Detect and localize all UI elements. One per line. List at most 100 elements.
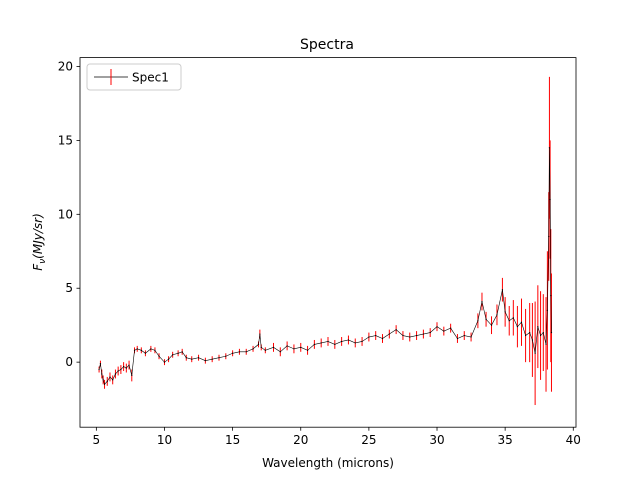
- data-point: [347, 339, 350, 341]
- data-point: [368, 336, 370, 338]
- data-point: [524, 334, 527, 337]
- y-tick-label: 5: [65, 281, 73, 295]
- data-point: [549, 198, 551, 201]
- data-point: [136, 348, 138, 350]
- series-layer: [98, 76, 553, 406]
- data-point: [470, 336, 472, 338]
- data-point: [320, 342, 322, 344]
- data-point: [512, 317, 514, 319]
- y-tick-label: 20: [58, 59, 73, 73]
- data-point: [101, 373, 103, 375]
- data-point: [542, 331, 544, 334]
- data-point: [103, 383, 106, 385]
- data-point: [232, 352, 234, 354]
- data-point: [402, 334, 404, 337]
- x-tick-label: 20: [293, 433, 308, 447]
- data-point: [477, 320, 479, 322]
- data-point: [181, 351, 183, 353]
- x-tick-label: 40: [566, 433, 581, 447]
- data-point: [112, 379, 114, 381]
- data-point: [150, 348, 152, 350]
- y-axis-label: Fν(MJy/sr): [31, 213, 48, 271]
- data-point: [550, 295, 552, 297]
- data-point: [293, 348, 295, 350]
- data-point: [272, 346, 275, 348]
- data-point: [481, 300, 483, 303]
- y-axis-label-base: F: [31, 263, 45, 271]
- data-point: [361, 340, 363, 343]
- data-point: [131, 374, 133, 377]
- data-point: [520, 321, 523, 323]
- data-point: [548, 235, 550, 238]
- data-point: [534, 352, 536, 354]
- data-point: [154, 349, 156, 351]
- data-point: [545, 343, 547, 346]
- data-point: [422, 333, 424, 335]
- x-tick-label: 10: [157, 433, 172, 447]
- legend-entry-spec1: Spec1: [132, 71, 169, 85]
- data-point: [443, 330, 445, 332]
- plot-area: [79, 57, 577, 428]
- data-point: [381, 337, 384, 340]
- data-point: [191, 358, 193, 360]
- data-point: [257, 343, 260, 346]
- data-point: [450, 327, 452, 329]
- data-point: [225, 355, 227, 357]
- data-point: [531, 339, 533, 341]
- data-point: [490, 324, 493, 326]
- data-point: [546, 309, 548, 312]
- data-point: [501, 289, 504, 291]
- legend: Spec1: [86, 63, 182, 91]
- y-axis-label-subscript: ν: [38, 259, 48, 264]
- axes-frame: [79, 57, 577, 428]
- data-point: [463, 334, 465, 337]
- data-point: [185, 357, 187, 359]
- data-point: [128, 364, 130, 366]
- y-axis-ticks: 0 5 10 15 20: [58, 59, 80, 369]
- y-tick-label: 0: [65, 355, 73, 369]
- data-point: [98, 368, 100, 371]
- data-point: [279, 351, 281, 353]
- data-point: [548, 147, 551, 149]
- data-point: [508, 320, 510, 322]
- data-point: [99, 363, 102, 365]
- data-point: [300, 346, 302, 348]
- x-tick-label: 25: [361, 433, 376, 447]
- data-point: [106, 380, 108, 382]
- data-point: [177, 352, 179, 354]
- data-point: [286, 345, 288, 347]
- data-point-group: [98, 147, 553, 385]
- x-axis-ticks: 5 10 15 20 25 30 35 40: [93, 427, 581, 447]
- data-point: [375, 334, 377, 337]
- data-point: [140, 349, 142, 351]
- data-point: [167, 358, 170, 360]
- data-point: [341, 340, 343, 343]
- data-point: [409, 336, 411, 338]
- data-point: [120, 368, 122, 371]
- data-point: [211, 358, 213, 360]
- data-point: [264, 349, 266, 351]
- data-point: [238, 351, 241, 353]
- data-point: [429, 331, 431, 334]
- data-point: [550, 331, 553, 334]
- data-point: [144, 352, 147, 354]
- x-tick-label: 5: [93, 433, 101, 447]
- data-point: [313, 343, 315, 346]
- data-point: [117, 370, 119, 372]
- data-point: [496, 314, 498, 316]
- data-point: [109, 376, 111, 378]
- y-tick-label: 15: [58, 133, 73, 147]
- data-point: [252, 348, 254, 350]
- data-point: [197, 357, 200, 359]
- data-point: [114, 373, 117, 375]
- data-point: [436, 326, 438, 328]
- data-point: [539, 334, 542, 337]
- data-point: [537, 326, 539, 328]
- x-axis-label: Wavelength (microns): [262, 456, 394, 470]
- data-point: [529, 331, 531, 334]
- data-point: [245, 351, 247, 353]
- data-point: [158, 355, 160, 357]
- x-tick-label: 30: [429, 433, 444, 447]
- data-point: [395, 329, 397, 331]
